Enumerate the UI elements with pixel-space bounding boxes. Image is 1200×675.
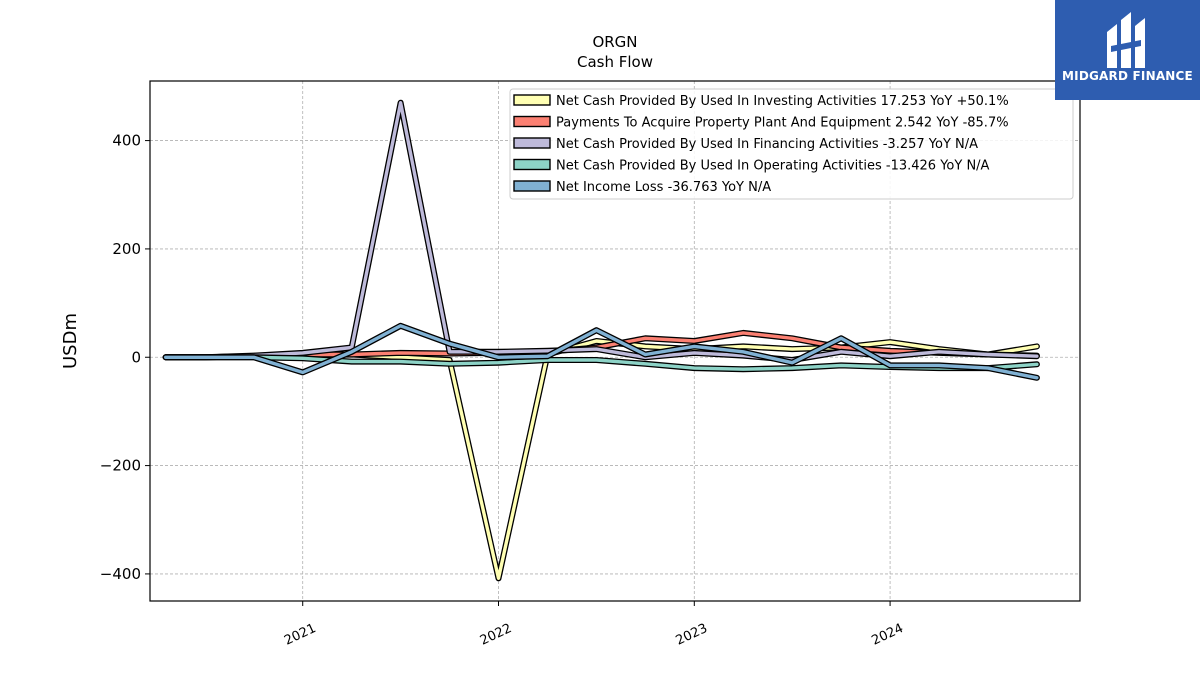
legend: Net Cash Provided By Used In Investing A… <box>509 88 1074 200</box>
legend-entry: Net Income Loss -36.763 YoY N/A <box>556 180 771 195</box>
x-tick-label: 2022 <box>478 621 514 649</box>
y-axis-label: USDm <box>60 313 81 369</box>
midgard-finance-logo: MIDGARD FINANCE <box>1055 0 1200 100</box>
legend-entry: Net Cash Provided By Used In Financing A… <box>556 137 978 152</box>
series-outline <box>162 338 1040 582</box>
series-line <box>163 100 1039 362</box>
x-tick-label: 2021 <box>282 621 318 649</box>
y-tick-label: −200 <box>100 457 141 475</box>
x-tick-label: 2023 <box>674 621 710 649</box>
legend-entry: Net Cash Provided By Used In Operating A… <box>556 159 990 174</box>
x-axis-ticks: 2021 2022 2023 2024 <box>282 601 906 649</box>
series-lines <box>162 99 1040 582</box>
midgard-mark-icon <box>1107 12 1145 68</box>
y-tick-label: 200 <box>112 240 141 258</box>
y-tick-label: 0 <box>131 348 141 366</box>
series-line <box>163 324 1039 380</box>
legend-swatch <box>513 94 551 106</box>
y-tick-label: 400 <box>112 132 141 150</box>
y-axis-ticks: −400 −200 0 200 400 <box>100 132 150 583</box>
x-tick-label: 2024 <box>869 621 905 649</box>
legend-swatch <box>513 115 551 128</box>
legend-entry: Net Cash Provided By Used In Investing A… <box>556 94 1009 109</box>
legend-box <box>509 88 1074 200</box>
legend-entry: Payments To Acquire Property Plant And E… <box>556 116 1009 131</box>
chart-title: ORGN <box>592 33 637 51</box>
legend-swatch <box>513 158 551 171</box>
legend-swatch <box>513 180 551 192</box>
y-tick-label: −400 <box>100 565 141 583</box>
logo-text: MIDGARD FINANCE <box>1062 69 1193 83</box>
chart-subtitle: Cash Flow <box>577 53 653 71</box>
series-line <box>163 339 1039 580</box>
legend-swatch <box>513 137 551 149</box>
plot-frame <box>149 80 1081 602</box>
